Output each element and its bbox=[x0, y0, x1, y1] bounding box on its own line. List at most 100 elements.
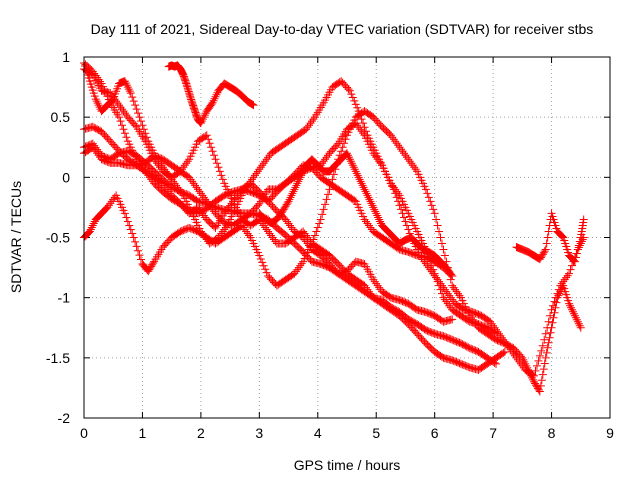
data-point-marker bbox=[565, 269, 574, 278]
data-point-marker bbox=[291, 267, 300, 276]
data-point-marker bbox=[546, 311, 555, 320]
data-point-marker bbox=[255, 165, 264, 174]
data-point-marker bbox=[562, 273, 571, 282]
data-point-marker bbox=[360, 281, 369, 290]
data-point-marker bbox=[166, 173, 175, 182]
data-point-marker bbox=[132, 105, 141, 114]
data-point-marker bbox=[557, 231, 566, 240]
data-point-marker bbox=[538, 341, 547, 350]
data-point-marker bbox=[176, 187, 185, 196]
data-point-marker bbox=[531, 381, 540, 390]
data-point-marker bbox=[144, 267, 153, 276]
data-point-marker bbox=[255, 251, 264, 260]
data-point-marker bbox=[182, 159, 191, 168]
data-point-marker bbox=[404, 225, 413, 234]
data-point-marker bbox=[364, 287, 373, 296]
data-point-marker bbox=[303, 233, 312, 242]
data-point-marker bbox=[120, 109, 129, 118]
data-point-marker bbox=[539, 248, 548, 257]
data-point-marker bbox=[347, 159, 356, 168]
y-tick-label: 1 bbox=[62, 49, 70, 65]
x-tick-label: 8 bbox=[548, 425, 556, 441]
data-point-marker bbox=[448, 272, 457, 281]
data-point-marker bbox=[283, 217, 292, 226]
data-point-marker bbox=[394, 197, 403, 206]
data-point-marker bbox=[364, 193, 373, 202]
data-point-marker bbox=[170, 179, 179, 188]
data-point-marker bbox=[138, 121, 147, 130]
data-point-marker bbox=[253, 167, 262, 176]
data-point-marker bbox=[288, 189, 297, 198]
data-point-marker bbox=[437, 239, 446, 248]
data-point-marker bbox=[563, 271, 572, 280]
data-point-marker bbox=[432, 273, 441, 282]
data-point-marker bbox=[176, 167, 185, 176]
data-point-marker bbox=[269, 235, 278, 244]
data-point-marker bbox=[319, 205, 328, 214]
data-point-marker bbox=[538, 250, 547, 259]
data-point-marker bbox=[544, 227, 553, 236]
data-point-marker bbox=[576, 323, 585, 332]
data-point-marker bbox=[373, 211, 382, 220]
data-point-marker bbox=[310, 231, 319, 240]
data-point-marker bbox=[94, 147, 103, 156]
data-point-marker bbox=[359, 119, 368, 128]
data-point-marker bbox=[389, 185, 398, 194]
data-point-marker bbox=[408, 161, 417, 170]
data-point-marker bbox=[192, 183, 201, 192]
data-point-marker bbox=[543, 323, 552, 332]
data-point-marker bbox=[126, 225, 135, 234]
data-point-marker bbox=[554, 285, 563, 294]
data-point-marker bbox=[211, 155, 220, 164]
data-point-marker bbox=[329, 170, 338, 179]
data-point-marker bbox=[305, 121, 314, 130]
data-point-marker bbox=[287, 223, 296, 232]
y-tick-label: -1.5 bbox=[46, 350, 70, 366]
data-point-marker bbox=[202, 131, 211, 140]
data-point-marker bbox=[195, 187, 204, 196]
data-point-marker bbox=[361, 187, 370, 196]
data-point-marker bbox=[131, 121, 140, 130]
data-point-marker bbox=[565, 299, 574, 308]
data-point-marker bbox=[213, 88, 222, 97]
data-point-marker bbox=[321, 155, 330, 164]
data-series bbox=[80, 59, 588, 396]
data-point-marker bbox=[164, 171, 173, 180]
data-point-marker bbox=[136, 255, 145, 264]
data-point-marker bbox=[167, 175, 176, 184]
data-point-marker bbox=[547, 305, 556, 314]
data-point-marker bbox=[246, 177, 255, 186]
data-point-marker bbox=[286, 193, 295, 202]
data-point-marker bbox=[215, 167, 224, 176]
data-point-marker bbox=[174, 185, 183, 194]
data-point-marker bbox=[537, 346, 546, 355]
data-point-marker bbox=[439, 293, 448, 302]
data-point-marker bbox=[397, 145, 406, 154]
data-point-marker bbox=[418, 255, 427, 264]
data-point-marker bbox=[242, 183, 251, 192]
data-point-marker bbox=[399, 149, 408, 158]
data-point-marker bbox=[249, 173, 258, 182]
data-point-marker bbox=[364, 221, 373, 230]
data-point-marker bbox=[172, 181, 181, 190]
data-point-marker bbox=[210, 94, 219, 103]
data-point-marker bbox=[319, 157, 328, 166]
data-point-marker bbox=[354, 173, 363, 182]
data-point-marker bbox=[185, 173, 194, 182]
data-point-marker bbox=[129, 97, 138, 106]
series-track-7 bbox=[80, 59, 588, 380]
data-point-marker bbox=[248, 100, 257, 109]
data-point-marker bbox=[509, 349, 518, 358]
data-point-marker bbox=[198, 115, 207, 124]
data-point-marker bbox=[572, 249, 581, 258]
data-point-marker bbox=[258, 161, 267, 170]
data-point-marker bbox=[350, 165, 359, 174]
data-point-marker bbox=[256, 163, 265, 172]
series-track-9 bbox=[255, 149, 457, 281]
data-point-marker bbox=[309, 235, 318, 244]
data-point-marker bbox=[264, 153, 273, 162]
data-point-marker bbox=[278, 207, 287, 216]
data-point-marker bbox=[575, 237, 584, 246]
data-point-marker bbox=[262, 268, 271, 277]
data-point-marker bbox=[541, 245, 550, 254]
